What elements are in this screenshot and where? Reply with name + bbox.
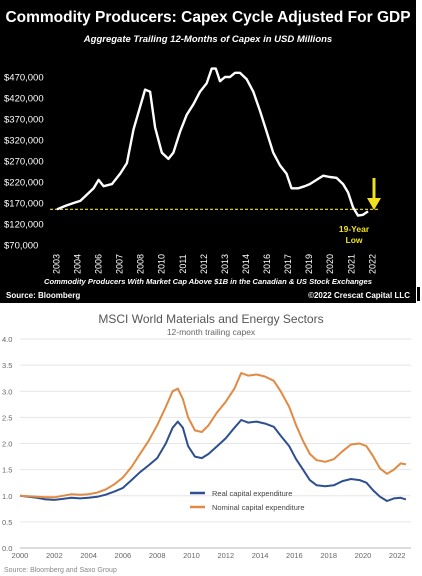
y-tick-label: 4.0 — [2, 335, 12, 344]
annotation-line-1: 19-Year — [339, 224, 370, 234]
x-tick-label: 2010 — [157, 254, 167, 274]
msci-chart: MSCI World Materials and Energy Sectors … — [2, 312, 411, 574]
msci-chart-panel: MSCI World Materials and Energy Sectors … — [0, 305, 422, 576]
capex-series-line — [56, 67, 369, 217]
chart-source: Source: Bloomberg and Saxo Group — [4, 567, 117, 574]
real-capex-line — [19, 419, 407, 502]
x-tick-label: 2011 — [178, 254, 188, 273]
y-tick-label: $420,000 — [4, 94, 44, 105]
y-tick-label: 1.0 — [2, 492, 12, 501]
legend-label-nominal: Nominal capital expenditure — [212, 503, 305, 512]
y-tick-label: $120,000 — [4, 220, 44, 231]
x-tick-label: 2002 — [46, 551, 63, 560]
crescat-chart-panel: Commodity Producers: Capex Cycle Adjuste… — [0, 0, 416, 303]
x-tick-label: 2014 — [252, 551, 269, 560]
x-tick-label: 2013 — [220, 254, 230, 274]
x-tick-label: 2008 — [149, 551, 166, 560]
y-tick-label: $270,000 — [4, 157, 44, 168]
y-tick-label: $470,000 — [4, 73, 44, 84]
chart-title: Commodity Producers: Capex Cycle Adjuste… — [5, 9, 410, 26]
x-tick-label: 2010 — [183, 551, 200, 560]
x-tick-label: 2004 — [80, 551, 97, 560]
x-tick-label: 2012 — [217, 551, 234, 560]
y-tick-label: 1.5 — [2, 466, 12, 475]
y-tick-label: 0.5 — [2, 518, 12, 527]
x-tick-label: 2006 — [115, 551, 132, 560]
x-tick-label: 2022 — [367, 254, 377, 274]
y-tick-label: 2.0 — [2, 440, 12, 449]
y-tick-label: $320,000 — [4, 136, 44, 147]
legend: Real capital expenditure Nominal capital… — [190, 489, 305, 512]
x-tick-label: 2022 — [389, 551, 406, 560]
x-tick-label: 2018 — [320, 551, 337, 560]
x-tick-label: 2004 — [72, 254, 82, 274]
y-tick-label: 3.5 — [2, 361, 12, 370]
annotation-line-2: Low — [346, 235, 363, 245]
x-tick-label: 2006 — [94, 254, 104, 274]
x-tick-label: 2020 — [355, 551, 372, 560]
crescat-chart: Commodity Producers: Capex Cycle Adjuste… — [4, 9, 411, 300]
x-tick-label: 2007 — [115, 254, 125, 274]
x-tick-label: 2021 — [346, 254, 356, 274]
x-tick-label: 2000 — [12, 551, 29, 560]
chart-source: Source: Bloomberg — [6, 291, 80, 300]
x-tick-label: 2003 — [51, 254, 61, 274]
nominal-capex-line — [19, 372, 407, 499]
chart-subtitle: 12-month trailing capex — [167, 327, 256, 337]
x-tick-label: 2019 — [304, 254, 314, 274]
chart-footnote: Commodity Producers With Market Cap Abov… — [44, 277, 372, 286]
y-tick-label: 2.5 — [2, 413, 12, 422]
y-tick-label: 0.0 — [2, 544, 12, 553]
x-tick-label: 2014 — [241, 254, 251, 274]
y-tick-label: $70,000 — [4, 241, 38, 252]
x-tick-label: 2020 — [325, 254, 335, 274]
y-tick-label: 3.0 — [2, 387, 12, 396]
y-tick-label: $220,000 — [4, 178, 44, 189]
x-tick-label: 2012 — [199, 254, 209, 274]
chart-title: MSCI World Materials and Energy Sectors — [98, 312, 323, 326]
panel-edge-mark — [417, 287, 420, 301]
chart-subtitle: Aggregate Trailing 12-Months of Capex in… — [83, 34, 332, 45]
x-tick-label: 2017 — [283, 254, 293, 274]
x-tick-label: 2016 — [286, 551, 303, 560]
x-tick-label: 2016 — [262, 254, 272, 274]
y-tick-label: $170,000 — [4, 199, 44, 210]
legend-label-real: Real capital expenditure — [212, 489, 292, 498]
x-tick-label: 2008 — [136, 254, 146, 274]
chart-credit: ©2022 Crescat Capital LLC — [308, 291, 410, 300]
y-tick-label: $370,000 — [4, 115, 44, 126]
down-arrow-icon — [367, 178, 381, 210]
